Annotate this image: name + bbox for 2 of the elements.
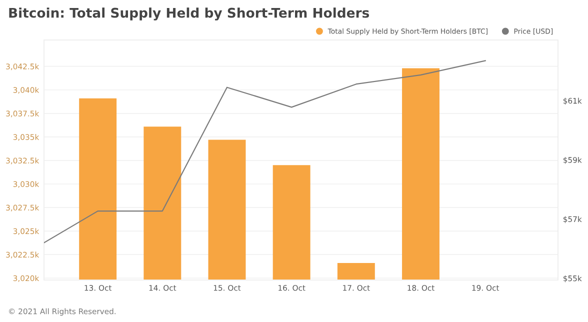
chart-title: Bitcoin: Total Supply Held by Short-Term Holders — [9, 8, 370, 20]
line-series — [44, 60, 486, 244]
